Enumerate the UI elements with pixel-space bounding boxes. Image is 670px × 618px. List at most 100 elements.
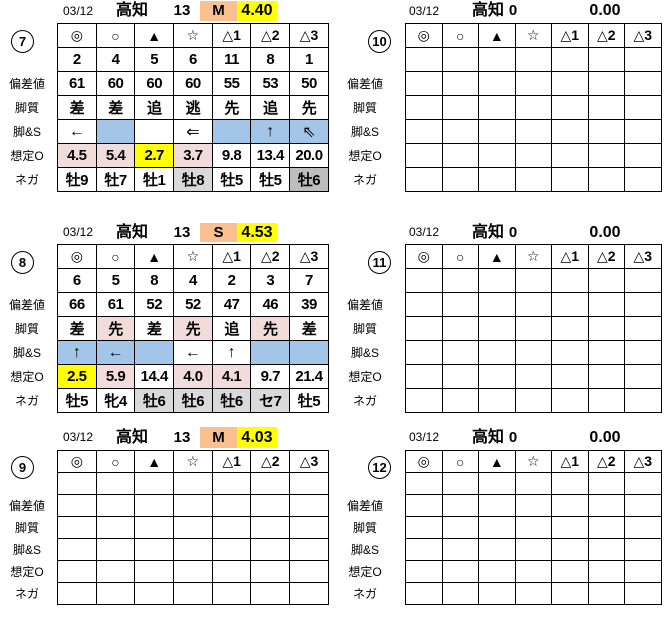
- sex-age-cell[interactable]: [406, 583, 443, 605]
- horse-number-cell[interactable]: [552, 48, 589, 72]
- deviation-cell[interactable]: [174, 495, 213, 517]
- expected-odds-cell[interactable]: 4.0: [174, 365, 213, 389]
- horse-number-cell[interactable]: [174, 473, 213, 495]
- expected-odds-cell[interactable]: 14.4: [135, 365, 175, 389]
- sex-age-cell[interactable]: [479, 168, 516, 192]
- running-style-cell[interactable]: 先: [251, 317, 291, 341]
- running-style-cell[interactable]: 先: [96, 317, 136, 341]
- expected-odds-cell[interactable]: [625, 561, 662, 583]
- running-style-cell[interactable]: [479, 317, 516, 341]
- expected-odds-cell[interactable]: [588, 365, 625, 389]
- symbol-cell[interactable]: ◎: [406, 24, 443, 48]
- arrow-cell[interactable]: ⇐: [174, 120, 213, 144]
- horse-number-cell[interactable]: [588, 269, 625, 293]
- symbol-cell[interactable]: △2: [588, 451, 625, 473]
- arrow-cell[interactable]: [515, 539, 552, 561]
- expected-odds-cell[interactable]: 2.5: [58, 365, 97, 389]
- horse-number-cell[interactable]: 11: [212, 48, 252, 72]
- expected-odds-cell[interactable]: 21.4: [290, 365, 329, 389]
- running-style-cell[interactable]: 先: [290, 96, 329, 120]
- deviation-cell[interactable]: [212, 495, 252, 517]
- horse-number-cell[interactable]: 4: [96, 48, 136, 72]
- horse-number-cell[interactable]: [212, 473, 252, 495]
- arrow-cell[interactable]: [552, 341, 589, 365]
- sex-age-cell[interactable]: 牡8: [174, 168, 213, 192]
- horse-number-cell[interactable]: 5: [96, 269, 136, 293]
- running-style-cell[interactable]: [406, 317, 443, 341]
- deviation-cell[interactable]: [625, 293, 662, 317]
- expected-odds-cell[interactable]: [625, 365, 662, 389]
- expected-odds-cell[interactable]: [174, 561, 213, 583]
- expected-odds-cell[interactable]: [442, 144, 479, 168]
- horse-number-cell[interactable]: [552, 473, 589, 495]
- deviation-cell[interactable]: 60: [96, 72, 136, 96]
- deviation-cell[interactable]: [58, 495, 97, 517]
- horse-number-cell[interactable]: [479, 269, 516, 293]
- horse-number-cell[interactable]: 6: [58, 269, 97, 293]
- running-style-cell[interactable]: [251, 517, 291, 539]
- running-style-cell[interactable]: 先: [174, 317, 213, 341]
- symbol-cell[interactable]: ○: [442, 24, 479, 48]
- deviation-cell[interactable]: [406, 72, 443, 96]
- horse-number-cell[interactable]: 3: [251, 269, 291, 293]
- symbol-cell[interactable]: △1: [212, 24, 252, 48]
- arrow-cell[interactable]: [212, 539, 252, 561]
- arrow-cell[interactable]: [212, 120, 252, 144]
- sex-age-cell[interactable]: [442, 389, 479, 413]
- sex-age-cell[interactable]: [442, 168, 479, 192]
- deviation-cell[interactable]: 55: [212, 72, 252, 96]
- arrow-cell[interactable]: [58, 539, 97, 561]
- symbol-cell[interactable]: ○: [442, 245, 479, 269]
- arrow-cell[interactable]: [515, 341, 552, 365]
- sex-age-cell[interactable]: 牡1: [135, 168, 175, 192]
- running-style-cell[interactable]: [588, 317, 625, 341]
- horse-number-cell[interactable]: 8: [135, 269, 175, 293]
- running-style-cell[interactable]: [552, 517, 589, 539]
- running-style-cell[interactable]: [406, 517, 443, 539]
- expected-odds-cell[interactable]: [251, 561, 291, 583]
- arrow-cell[interactable]: ↑: [58, 341, 97, 365]
- running-style-cell[interactable]: [442, 96, 479, 120]
- expected-odds-cell[interactable]: [406, 561, 443, 583]
- horse-number-cell[interactable]: 1: [290, 48, 329, 72]
- sex-age-cell[interactable]: 牡6: [212, 389, 252, 413]
- arrow-cell[interactable]: [625, 341, 662, 365]
- running-style-cell[interactable]: [135, 517, 175, 539]
- symbol-cell[interactable]: ◎: [58, 451, 97, 473]
- sex-age-cell[interactable]: [479, 389, 516, 413]
- running-style-cell[interactable]: [96, 517, 136, 539]
- expected-odds-cell[interactable]: [406, 365, 443, 389]
- deviation-cell[interactable]: 61: [58, 72, 97, 96]
- symbol-cell[interactable]: △1: [212, 245, 252, 269]
- deviation-cell[interactable]: [442, 72, 479, 96]
- symbol-cell[interactable]: △2: [588, 245, 625, 269]
- running-style-cell[interactable]: 先: [212, 96, 252, 120]
- horse-number-cell[interactable]: [406, 473, 443, 495]
- sex-age-cell[interactable]: [96, 583, 136, 605]
- sex-age-cell[interactable]: 牡7: [96, 168, 136, 192]
- sex-age-cell[interactable]: 牡9: [58, 168, 97, 192]
- sex-age-cell[interactable]: [515, 168, 552, 192]
- expected-odds-cell[interactable]: [552, 561, 589, 583]
- expected-odds-cell[interactable]: [515, 561, 552, 583]
- horse-number-cell[interactable]: [588, 48, 625, 72]
- running-style-cell[interactable]: 追: [135, 96, 175, 120]
- running-style-cell[interactable]: [442, 517, 479, 539]
- running-style-cell[interactable]: [588, 517, 625, 539]
- expected-odds-cell[interactable]: [212, 561, 252, 583]
- expected-odds-cell[interactable]: [479, 365, 516, 389]
- arrow-cell[interactable]: [135, 120, 175, 144]
- deviation-cell[interactable]: 61: [96, 293, 136, 317]
- arrow-cell[interactable]: [442, 341, 479, 365]
- arrow-cell[interactable]: [479, 539, 516, 561]
- sex-age-cell[interactable]: 牡6: [290, 168, 329, 192]
- horse-number-cell[interactable]: [96, 473, 136, 495]
- deviation-cell[interactable]: [625, 72, 662, 96]
- arrow-cell[interactable]: [479, 120, 516, 144]
- running-style-cell[interactable]: 追: [212, 317, 252, 341]
- horse-number-cell[interactable]: [625, 269, 662, 293]
- expected-odds-cell[interactable]: [552, 365, 589, 389]
- running-style-cell[interactable]: [515, 317, 552, 341]
- arrow-cell[interactable]: [442, 120, 479, 144]
- symbol-cell[interactable]: △3: [625, 451, 662, 473]
